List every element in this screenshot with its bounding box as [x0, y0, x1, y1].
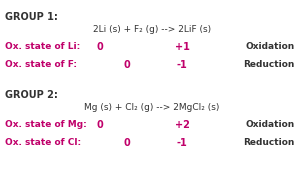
Text: 0: 0 [97, 42, 104, 52]
Text: 0: 0 [124, 138, 130, 148]
Text: Ox. state of F:: Ox. state of F: [5, 60, 77, 69]
Text: -1: -1 [177, 138, 188, 148]
Text: Mg (s) + Cl₂ (g) --> 2MgCl₂ (s): Mg (s) + Cl₂ (g) --> 2MgCl₂ (s) [84, 103, 220, 112]
Text: 0: 0 [124, 60, 130, 70]
Text: GROUP 1:: GROUP 1: [5, 12, 58, 22]
Text: Ox. state of Mg:: Ox. state of Mg: [5, 120, 87, 129]
Text: +2: +2 [175, 120, 189, 130]
Text: Oxidation: Oxidation [246, 120, 295, 129]
Text: Ox. state of Li:: Ox. state of Li: [5, 42, 80, 51]
Text: -1: -1 [177, 60, 188, 70]
Text: GROUP 2:: GROUP 2: [5, 90, 58, 100]
Text: 0: 0 [97, 120, 104, 130]
Text: Reduction: Reduction [244, 60, 295, 69]
Text: Reduction: Reduction [244, 138, 295, 147]
Text: 2Li (s) + F₂ (g) --> 2LiF (s): 2Li (s) + F₂ (g) --> 2LiF (s) [93, 25, 211, 34]
Text: +1: +1 [175, 42, 189, 52]
Text: Ox. state of Cl:: Ox. state of Cl: [5, 138, 81, 147]
Text: Oxidation: Oxidation [246, 42, 295, 51]
